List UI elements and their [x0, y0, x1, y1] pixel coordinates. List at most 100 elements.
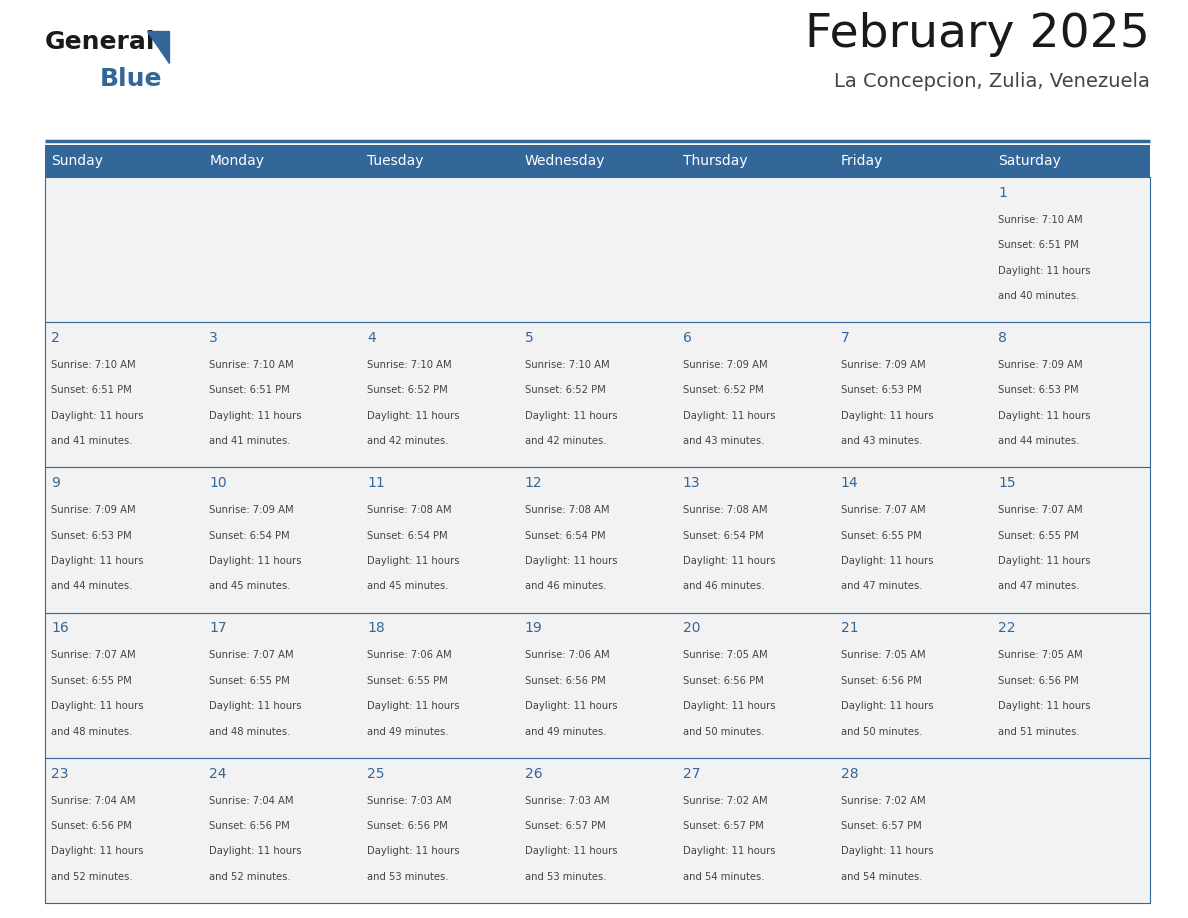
Text: Daylight: 11 hours: Daylight: 11 hours [367, 410, 460, 420]
Text: Daylight: 11 hours: Daylight: 11 hours [998, 410, 1091, 420]
FancyBboxPatch shape [45, 177, 203, 322]
FancyBboxPatch shape [45, 467, 203, 612]
Text: Sunrise: 7:02 AM: Sunrise: 7:02 AM [841, 796, 925, 806]
Text: and 48 minutes.: and 48 minutes. [51, 726, 133, 736]
Text: Sunset: 6:56 PM: Sunset: 6:56 PM [51, 821, 132, 831]
Text: Sunset: 6:51 PM: Sunset: 6:51 PM [998, 241, 1079, 251]
Text: General: General [45, 30, 156, 54]
Text: Wednesday: Wednesday [525, 154, 606, 168]
Text: 14: 14 [841, 476, 858, 490]
Text: Sunrise: 7:05 AM: Sunrise: 7:05 AM [841, 650, 925, 660]
Text: and 53 minutes.: and 53 minutes. [367, 872, 449, 882]
Polygon shape [147, 31, 169, 63]
Text: and 43 minutes.: and 43 minutes. [683, 436, 764, 446]
Text: Sunset: 6:52 PM: Sunset: 6:52 PM [683, 386, 764, 396]
Text: 27: 27 [683, 767, 700, 780]
FancyBboxPatch shape [203, 467, 361, 612]
Text: Daylight: 11 hours: Daylight: 11 hours [209, 556, 302, 566]
Text: Monday: Monday [209, 154, 264, 168]
Text: and 45 minutes.: and 45 minutes. [209, 581, 291, 591]
FancyBboxPatch shape [361, 757, 519, 903]
FancyBboxPatch shape [361, 322, 519, 467]
FancyBboxPatch shape [676, 177, 834, 322]
Text: Sunset: 6:55 PM: Sunset: 6:55 PM [367, 676, 448, 686]
Text: 19: 19 [525, 621, 543, 635]
FancyBboxPatch shape [519, 322, 676, 467]
FancyBboxPatch shape [834, 467, 992, 612]
Text: Thursday: Thursday [683, 154, 747, 168]
Text: Daylight: 11 hours: Daylight: 11 hours [998, 265, 1091, 275]
Text: Daylight: 11 hours: Daylight: 11 hours [525, 701, 618, 711]
Text: and 50 minutes.: and 50 minutes. [841, 726, 922, 736]
Text: 28: 28 [841, 767, 858, 780]
Text: Daylight: 11 hours: Daylight: 11 hours [209, 701, 302, 711]
Text: Sunset: 6:56 PM: Sunset: 6:56 PM [683, 676, 764, 686]
Text: 16: 16 [51, 621, 69, 635]
Text: Sunrise: 7:05 AM: Sunrise: 7:05 AM [683, 650, 767, 660]
Text: Sunrise: 7:10 AM: Sunrise: 7:10 AM [367, 360, 451, 370]
Text: Sunset: 6:54 PM: Sunset: 6:54 PM [683, 531, 764, 541]
Text: Sunset: 6:52 PM: Sunset: 6:52 PM [367, 386, 448, 396]
Text: Sunrise: 7:03 AM: Sunrise: 7:03 AM [367, 796, 451, 806]
Text: Sunrise: 7:09 AM: Sunrise: 7:09 AM [998, 360, 1083, 370]
Text: 10: 10 [209, 476, 227, 490]
Text: and 53 minutes.: and 53 minutes. [525, 872, 606, 882]
Text: Sunset: 6:57 PM: Sunset: 6:57 PM [841, 821, 922, 831]
Text: 3: 3 [209, 330, 217, 345]
Text: Sunset: 6:53 PM: Sunset: 6:53 PM [51, 531, 132, 541]
Text: Sunset: 6:56 PM: Sunset: 6:56 PM [841, 676, 922, 686]
Text: 1: 1 [998, 185, 1007, 200]
Text: Daylight: 11 hours: Daylight: 11 hours [841, 701, 933, 711]
Text: Daylight: 11 hours: Daylight: 11 hours [683, 556, 776, 566]
Text: Sunset: 6:57 PM: Sunset: 6:57 PM [525, 821, 606, 831]
Text: Sunset: 6:55 PM: Sunset: 6:55 PM [841, 531, 922, 541]
Text: 20: 20 [683, 621, 700, 635]
FancyBboxPatch shape [519, 177, 676, 322]
Text: 2: 2 [51, 330, 61, 345]
Text: Daylight: 11 hours: Daylight: 11 hours [51, 701, 144, 711]
Text: Daylight: 11 hours: Daylight: 11 hours [998, 701, 1091, 711]
Text: and 54 minutes.: and 54 minutes. [841, 872, 922, 882]
Text: Sunset: 6:56 PM: Sunset: 6:56 PM [367, 821, 448, 831]
Text: Sunset: 6:51 PM: Sunset: 6:51 PM [209, 386, 290, 396]
Text: 7: 7 [841, 330, 849, 345]
FancyBboxPatch shape [45, 145, 1150, 177]
Text: 6: 6 [683, 330, 691, 345]
Text: and 52 minutes.: and 52 minutes. [51, 872, 133, 882]
Text: Sunset: 6:57 PM: Sunset: 6:57 PM [683, 821, 764, 831]
FancyBboxPatch shape [203, 177, 361, 322]
FancyBboxPatch shape [676, 322, 834, 467]
Text: February 2025: February 2025 [805, 12, 1150, 57]
FancyBboxPatch shape [992, 322, 1150, 467]
Text: La Concepcion, Zulia, Venezuela: La Concepcion, Zulia, Venezuela [834, 72, 1150, 91]
Text: and 44 minutes.: and 44 minutes. [998, 436, 1080, 446]
Text: Daylight: 11 hours: Daylight: 11 hours [841, 846, 933, 856]
Text: Sunset: 6:53 PM: Sunset: 6:53 PM [998, 386, 1079, 396]
Text: 8: 8 [998, 330, 1007, 345]
Text: and 40 minutes.: and 40 minutes. [998, 291, 1080, 301]
FancyBboxPatch shape [45, 612, 203, 757]
FancyBboxPatch shape [834, 322, 992, 467]
Text: Sunrise: 7:09 AM: Sunrise: 7:09 AM [51, 505, 135, 515]
Text: Daylight: 11 hours: Daylight: 11 hours [998, 556, 1091, 566]
Text: Daylight: 11 hours: Daylight: 11 hours [683, 846, 776, 856]
Text: Sunrise: 7:02 AM: Sunrise: 7:02 AM [683, 796, 767, 806]
FancyBboxPatch shape [519, 612, 676, 757]
FancyBboxPatch shape [361, 467, 519, 612]
Text: Sunrise: 7:10 AM: Sunrise: 7:10 AM [525, 360, 609, 370]
Text: Sunrise: 7:07 AM: Sunrise: 7:07 AM [209, 650, 293, 660]
Text: Sunrise: 7:08 AM: Sunrise: 7:08 AM [367, 505, 451, 515]
Text: and 42 minutes.: and 42 minutes. [525, 436, 606, 446]
FancyBboxPatch shape [992, 757, 1150, 903]
FancyBboxPatch shape [676, 612, 834, 757]
Text: Daylight: 11 hours: Daylight: 11 hours [209, 410, 302, 420]
Text: Saturday: Saturday [998, 154, 1061, 168]
Text: and 44 minutes.: and 44 minutes. [51, 581, 133, 591]
Text: and 50 minutes.: and 50 minutes. [683, 726, 764, 736]
Text: Sunrise: 7:07 AM: Sunrise: 7:07 AM [51, 650, 135, 660]
Text: Sunset: 6:54 PM: Sunset: 6:54 PM [209, 531, 290, 541]
Text: Daylight: 11 hours: Daylight: 11 hours [683, 701, 776, 711]
FancyBboxPatch shape [834, 757, 992, 903]
FancyBboxPatch shape [519, 467, 676, 612]
Text: Daylight: 11 hours: Daylight: 11 hours [51, 556, 144, 566]
